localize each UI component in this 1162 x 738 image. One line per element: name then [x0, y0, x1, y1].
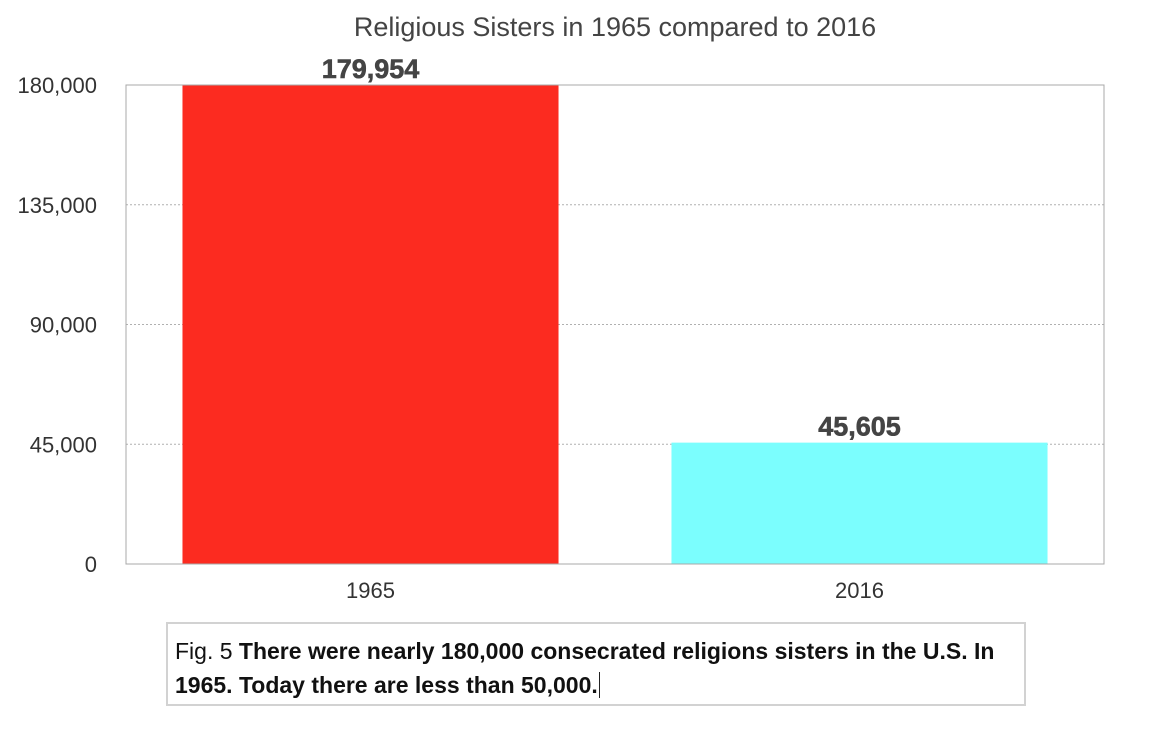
x-axis-ticks: 1965 2016	[346, 578, 884, 603]
caption-text: There were nearly 180,000 consecrated re…	[175, 638, 995, 698]
figure-caption[interactable]: Fig. 5 There were nearly 180,000 consecr…	[166, 622, 1026, 706]
data-label-2016: 45,605	[818, 412, 901, 442]
plot-frame	[125, 84, 1105, 565]
y-axis-ticks: 0 45,000 90,000 135,000 180,000	[17, 73, 97, 577]
bar-1965	[182, 85, 559, 565]
y-tick-label: 45,000	[30, 432, 97, 457]
data-label-1965: 179,954	[322, 54, 420, 84]
grid-lines	[126, 204, 1104, 445]
data-labels: 179,954 45,605	[321, 54, 901, 442]
text-cursor	[598, 672, 600, 698]
x-tick-label: 2016	[835, 578, 884, 603]
bar-2016	[671, 442, 1048, 564]
y-tick-label: 90,000	[30, 313, 97, 338]
y-tick-label: 180,000	[17, 73, 97, 98]
bar-chart: Religious Sisters in 1965 compared to 20…	[17, 12, 1105, 603]
y-tick-label: 0	[85, 552, 97, 577]
bars	[182, 85, 1048, 565]
chart-title: Religious Sisters in 1965 compared to 20…	[354, 12, 876, 42]
y-tick-label: 135,000	[17, 193, 97, 218]
caption-prefix: Fig. 5	[175, 638, 233, 664]
x-tick-label: 1965	[346, 578, 395, 603]
